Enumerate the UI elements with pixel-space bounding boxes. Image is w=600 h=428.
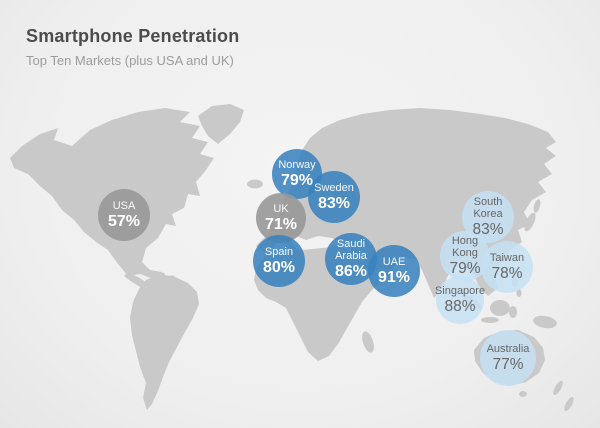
market-name: Saudi [336, 237, 366, 250]
bubble-label-norway: Norway 79% [272, 149, 322, 199]
bubble-label-uae: UAE 91% [368, 245, 420, 297]
region-greenland [198, 104, 244, 144]
chart-header: Smartphone Penetration Top Ten Markets (… [26, 26, 239, 68]
bubble-label-spain: Spain 80% [253, 235, 305, 287]
region-tasmania [519, 391, 527, 397]
region-caribbean [149, 270, 155, 274]
page-subtitle: Top Ten Markets (plus USA and UK) [26, 53, 234, 68]
market-value: 83% [472, 220, 504, 238]
bubble-label-singapore: Singapore 88% [434, 276, 486, 324]
region-borneo [490, 300, 510, 316]
market-name: Kong [452, 246, 478, 259]
market-value: 71% [264, 215, 298, 233]
bubble-label-taiwan: Taiwan 78% [481, 241, 533, 293]
region-new-zealand [564, 396, 574, 412]
region-japan [524, 212, 536, 232]
bubble-label-south-korea: South Korea 83% [462, 191, 514, 243]
market-name: Hong [451, 234, 479, 247]
bubble-uae [368, 245, 420, 297]
market-name: South [473, 195, 503, 208]
bubble-label-australia: Australia 77% [480, 330, 536, 386]
market-name: Korea [473, 207, 503, 220]
region-new-zealand [553, 380, 563, 396]
region-new-guinea [533, 315, 557, 329]
market-name: USA [112, 199, 136, 212]
market-name: UK [273, 202, 289, 215]
market-value: 80% [262, 258, 296, 276]
region-japan [533, 199, 541, 213]
bubble-uk [256, 193, 306, 243]
region-philippines [516, 289, 522, 297]
market-value: 91% [377, 268, 411, 286]
bubble-taiwan [481, 241, 533, 293]
market-value: 79% [449, 259, 481, 277]
market-value: 88% [444, 297, 476, 315]
bubble-label-saudi-arabia: Saudi Arabia 86% [325, 233, 377, 285]
market-name: Australia [486, 342, 530, 355]
market-name: Spain [264, 245, 294, 258]
region-madagascar [362, 331, 374, 353]
bubble-australia [480, 330, 536, 386]
region-java [481, 317, 499, 323]
bubble-sweden [308, 171, 360, 223]
market-name: Taiwan [489, 251, 525, 264]
bubble-label-uk: UK 71% [256, 193, 306, 243]
market-name: Norway [278, 158, 316, 171]
bubble-singapore [436, 276, 484, 324]
region-iceland [247, 179, 263, 189]
bubble-label-sweden: Sweden 83% [308, 171, 360, 223]
bubble-usa [98, 189, 150, 241]
market-name: UAE [382, 255, 406, 268]
market-value: 79% [280, 171, 314, 189]
bubble-label-hong-kong: Hong Kong 79% [440, 231, 490, 281]
continent-south-america [130, 274, 199, 410]
region-sulawesi [509, 306, 517, 318]
bubble-spain [253, 235, 305, 287]
market-name: Singapore [434, 284, 486, 297]
market-value: 78% [491, 264, 523, 282]
market-name: Arabia [335, 249, 367, 262]
bubble-label-usa: USA 57% [98, 189, 150, 241]
market-name: Sweden [314, 181, 354, 194]
market-value: 77% [492, 355, 524, 373]
page-title: Smartphone Penetration [26, 26, 240, 46]
region-central-america [124, 272, 148, 288]
market-value: 83% [317, 194, 351, 212]
market-value: 57% [107, 212, 141, 230]
market-value: 86% [334, 262, 368, 280]
